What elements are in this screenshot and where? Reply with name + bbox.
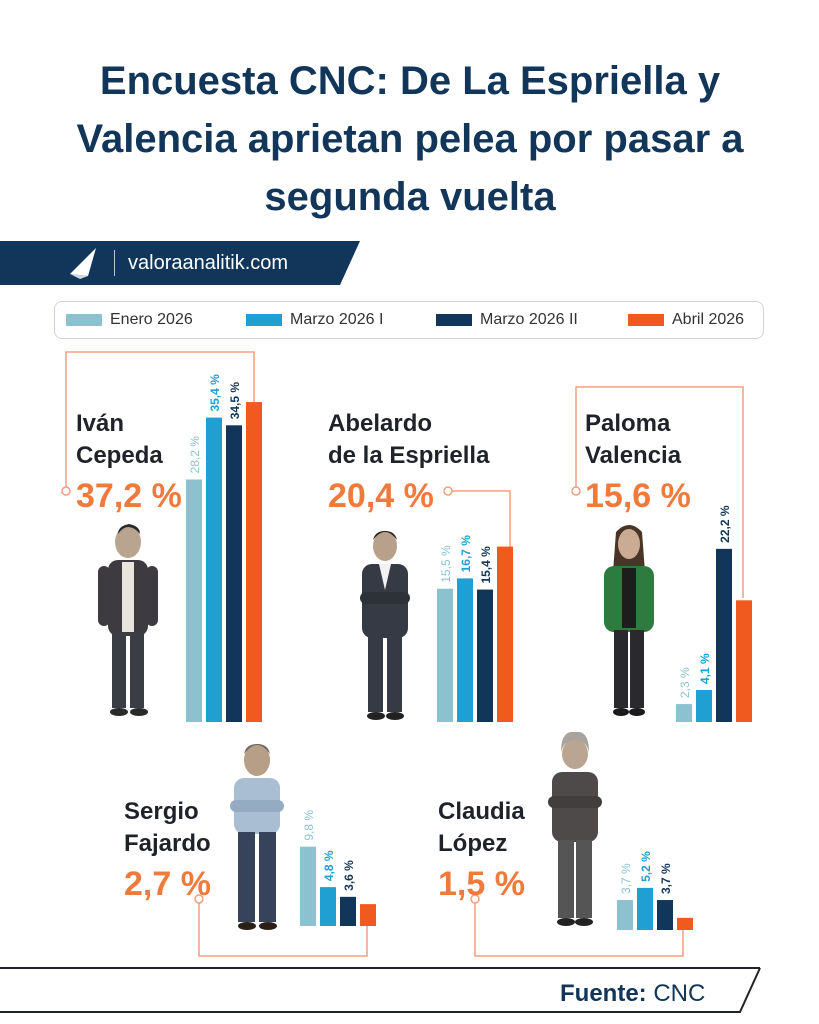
- candidate-name-lopez: Claudia López: [438, 798, 525, 857]
- footer-rule: [0, 967, 760, 969]
- bar-espriella-1: [457, 578, 473, 722]
- cepeda-connector: [65, 351, 255, 491]
- bar-fajardo-1: [320, 887, 336, 926]
- bar-cepeda-3: [246, 402, 262, 722]
- bar-label-fajardo-1: 4,8 %: [322, 850, 336, 881]
- bar-label-cepeda-0: 28,2 %: [188, 436, 202, 474]
- bar-espriella-2: [477, 589, 493, 722]
- lopez-connector: [474, 899, 684, 957]
- bar-cepeda-2: [226, 425, 242, 722]
- bar-label-espriella-1: 16,7 %: [459, 535, 473, 573]
- bar-cepeda-1: [206, 417, 222, 722]
- legend-swatch: [66, 314, 102, 326]
- bar-lopez-0: [617, 900, 633, 930]
- source-note: Fuente: CNC: [560, 980, 705, 1008]
- bar-lopez-3: [677, 917, 693, 930]
- bar-label-lopez-0: 3,7 %: [619, 863, 633, 894]
- bar-lopez-1: [637, 887, 653, 930]
- lopez-portrait: [548, 732, 602, 926]
- bar-valencia-0: [676, 704, 692, 722]
- bar-label-valencia-0: 2,3 %: [678, 667, 692, 698]
- valencia-connector: [575, 386, 744, 598]
- bar-lopez-2: [657, 900, 673, 930]
- legend-label: Marzo 2026 II: [480, 311, 578, 328]
- legend-label: Abril 2026: [672, 311, 745, 328]
- bar-fajardo-2: [340, 896, 356, 926]
- legend: [54, 301, 764, 339]
- bar-cepeda-0: [186, 479, 202, 722]
- bar-label-valencia-1: 4,1 %: [698, 653, 712, 684]
- bar-label-lopez-2: 3,7 %: [659, 863, 673, 894]
- legend-swatch: [246, 314, 282, 326]
- bar-espriella-0: [437, 588, 453, 722]
- candidate-result-cepeda: 37,2 %: [76, 477, 182, 515]
- fajardo-connector: [198, 899, 368, 957]
- valencia-portrait: [604, 525, 654, 716]
- source-label: Fuente:: [560, 980, 647, 1007]
- bar-label-valencia-2: 22,2 %: [718, 505, 732, 543]
- candidate-name-cepeda: Iván Cepeda: [76, 410, 163, 469]
- bar-label-fajardo-2: 3,6 %: [342, 860, 356, 891]
- candidate-name-fajardo: Sergio Fajardo: [124, 798, 211, 857]
- bar-label-cepeda-2: 34,5 %: [228, 382, 242, 420]
- de-la-espriella-portrait: [360, 531, 410, 720]
- bar-label-fajardo-0: 9,8 %: [302, 810, 316, 841]
- brand-banner: [0, 241, 360, 285]
- legend-label: Marzo 2026 I: [290, 311, 384, 328]
- brand-divider: [114, 250, 115, 276]
- legend-label: Enero 2026: [110, 311, 193, 328]
- bar-valencia-1: [696, 690, 712, 722]
- bar-fajardo-0: [300, 846, 316, 926]
- brand-site-link[interactable]: valoraanalitik.com: [128, 252, 289, 274]
- candidate-result-fajardo: 2,7 %: [124, 865, 211, 903]
- candidate-name-valencia: Paloma Valencia: [585, 410, 682, 469]
- candidate-result-espriella: 20,4 %: [328, 477, 434, 515]
- bar-espriella-3: [497, 546, 513, 722]
- candidate-name-espriella: Abelardo de la Espriella: [328, 410, 490, 469]
- cepeda-portrait: [98, 524, 158, 716]
- bar-valencia-2: [716, 548, 732, 722]
- source-value: CNC: [653, 980, 706, 1007]
- bar-label-cepeda-1: 35,4 %: [208, 374, 222, 412]
- espriella-connector: [448, 490, 511, 560]
- bar-fajardo-3: [360, 904, 376, 926]
- candidate-result-lopez: 1,5 %: [438, 865, 525, 903]
- valora-logo-icon: [70, 248, 96, 279]
- bar-label-espriella-0: 15,5 %: [439, 545, 453, 583]
- legend-swatch: [436, 314, 472, 326]
- page-title: Encuesta CNC: De La Espriella y Valencia…: [76, 59, 744, 219]
- bar-valencia-3: [736, 600, 752, 722]
- candidate-result-valencia: 15,6 %: [585, 477, 691, 515]
- bar-label-espriella-2: 15,4 %: [479, 546, 493, 584]
- legend-swatch: [628, 314, 664, 326]
- fajardo-portrait: [230, 744, 284, 930]
- bar-label-lopez-1: 5,2 %: [639, 851, 653, 882]
